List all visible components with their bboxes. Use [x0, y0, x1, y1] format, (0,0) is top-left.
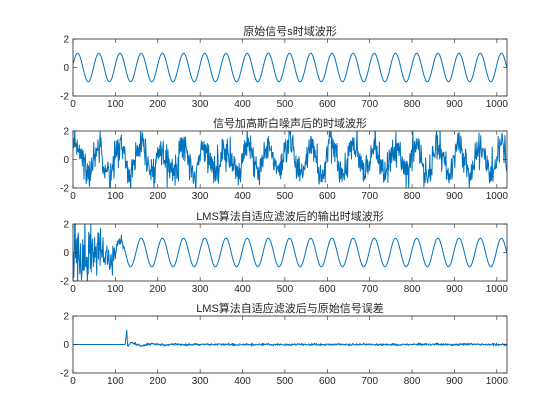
- x-tick-label: 900: [446, 376, 463, 387]
- y-tick-label: 0: [63, 340, 69, 351]
- subplot-title: 信号加高斯白噪声后的时域波形: [213, 116, 367, 130]
- y-tick-label: 2: [63, 312, 69, 323]
- x-tick-label: 800: [404, 99, 421, 110]
- x-tick-label: 600: [319, 284, 336, 295]
- y-tick-label: -2: [60, 92, 69, 103]
- y-tick-label: 0: [63, 248, 69, 259]
- subplot-1: 0 100 200 300 400 500 600 700 800 900 100020-2原始信号…: [60, 24, 508, 110]
- x-tick-label: 700: [361, 284, 378, 295]
- x-tick-label: 600: [319, 191, 336, 202]
- x-tick-label: 500: [277, 191, 294, 202]
- x-tick-label: 0: [70, 191, 76, 202]
- x-tick-label: 0: [70, 284, 76, 295]
- y-tick-label: 2: [63, 127, 69, 138]
- subplot-title: LMS算法自适应滤波后与原始信号误差: [196, 301, 384, 315]
- x-tick-label: 600: [319, 99, 336, 110]
- y-tick-label: -2: [60, 184, 69, 195]
- y-tick-label: 2: [63, 220, 69, 231]
- x-tick-label: 900: [446, 99, 463, 110]
- x-tick-label: 700: [361, 99, 378, 110]
- series-line: [73, 329, 507, 347]
- x-tick-label: 200: [149, 99, 166, 110]
- x-tick-label: 0: [70, 99, 76, 110]
- x-tick-label: 100: [107, 376, 124, 387]
- x-tick-label: 100: [107, 99, 124, 110]
- x-tick-label: 700: [361, 191, 378, 202]
- x-tick-label: 100: [107, 284, 124, 295]
- series-line: [73, 52, 507, 83]
- subplot-4: 0 100 200 300 400 500 600 700 800 900 100020-2LMS算…: [60, 301, 508, 387]
- x-tick-label: 400: [234, 284, 251, 295]
- x-tick-label: 700: [361, 376, 378, 387]
- x-tick-label: 500: [277, 376, 294, 387]
- x-tick-label: 800: [404, 191, 421, 202]
- x-tick-label: 0: [70, 376, 76, 387]
- x-tick-label: 400: [234, 376, 251, 387]
- y-tick-label: -2: [60, 369, 69, 380]
- x-tick-label: 300: [192, 99, 209, 110]
- x-tick-label: 500: [277, 284, 294, 295]
- x-tick-label: 1000: [486, 284, 509, 295]
- x-tick-label: 400: [234, 99, 251, 110]
- subplot-title: LMS算法自适应滤波后的输出时域波形: [196, 209, 384, 223]
- x-tick-label: 900: [446, 191, 463, 202]
- subplot-2: 0 100 200 300 400 500 600 700 800 900 100020-2信号加高…: [60, 116, 508, 202]
- x-tick-label: 200: [149, 376, 166, 387]
- plot-area: [73, 224, 507, 281]
- subplot-3: 0 100 200 300 400 500 600 700 800 900 100020-2LMS算…: [60, 209, 508, 295]
- y-tick-label: 0: [63, 63, 69, 74]
- x-tick-label: 900: [446, 284, 463, 295]
- x-tick-label: 500: [277, 99, 294, 110]
- y-tick-label: -2: [60, 277, 69, 288]
- series-line: [73, 224, 507, 281]
- x-tick-label: 200: [149, 284, 166, 295]
- x-tick-label: 300: [192, 284, 209, 295]
- x-tick-label: 400: [234, 191, 251, 202]
- x-tick-label: 300: [192, 376, 209, 387]
- y-tick-label: 2: [63, 35, 69, 46]
- x-tick-label: 200: [149, 191, 166, 202]
- x-tick-label: 300: [192, 191, 209, 202]
- y-tick-label: 0: [63, 155, 69, 166]
- x-tick-label: 600: [319, 376, 336, 387]
- x-tick-label: 1000: [486, 99, 509, 110]
- x-tick-label: 1000: [486, 376, 509, 387]
- x-tick-label: 100: [107, 191, 124, 202]
- subplot-title: 原始信号s时域波形: [243, 24, 337, 38]
- x-tick-label: 1000: [486, 191, 509, 202]
- x-tick-label: 800: [404, 284, 421, 295]
- subplots: 0 100 200 300 400 500 600 700 800 900 100020-2原始信号…: [60, 24, 508, 387]
- x-tick-label: 800: [404, 376, 421, 387]
- plot-area: [73, 39, 507, 96]
